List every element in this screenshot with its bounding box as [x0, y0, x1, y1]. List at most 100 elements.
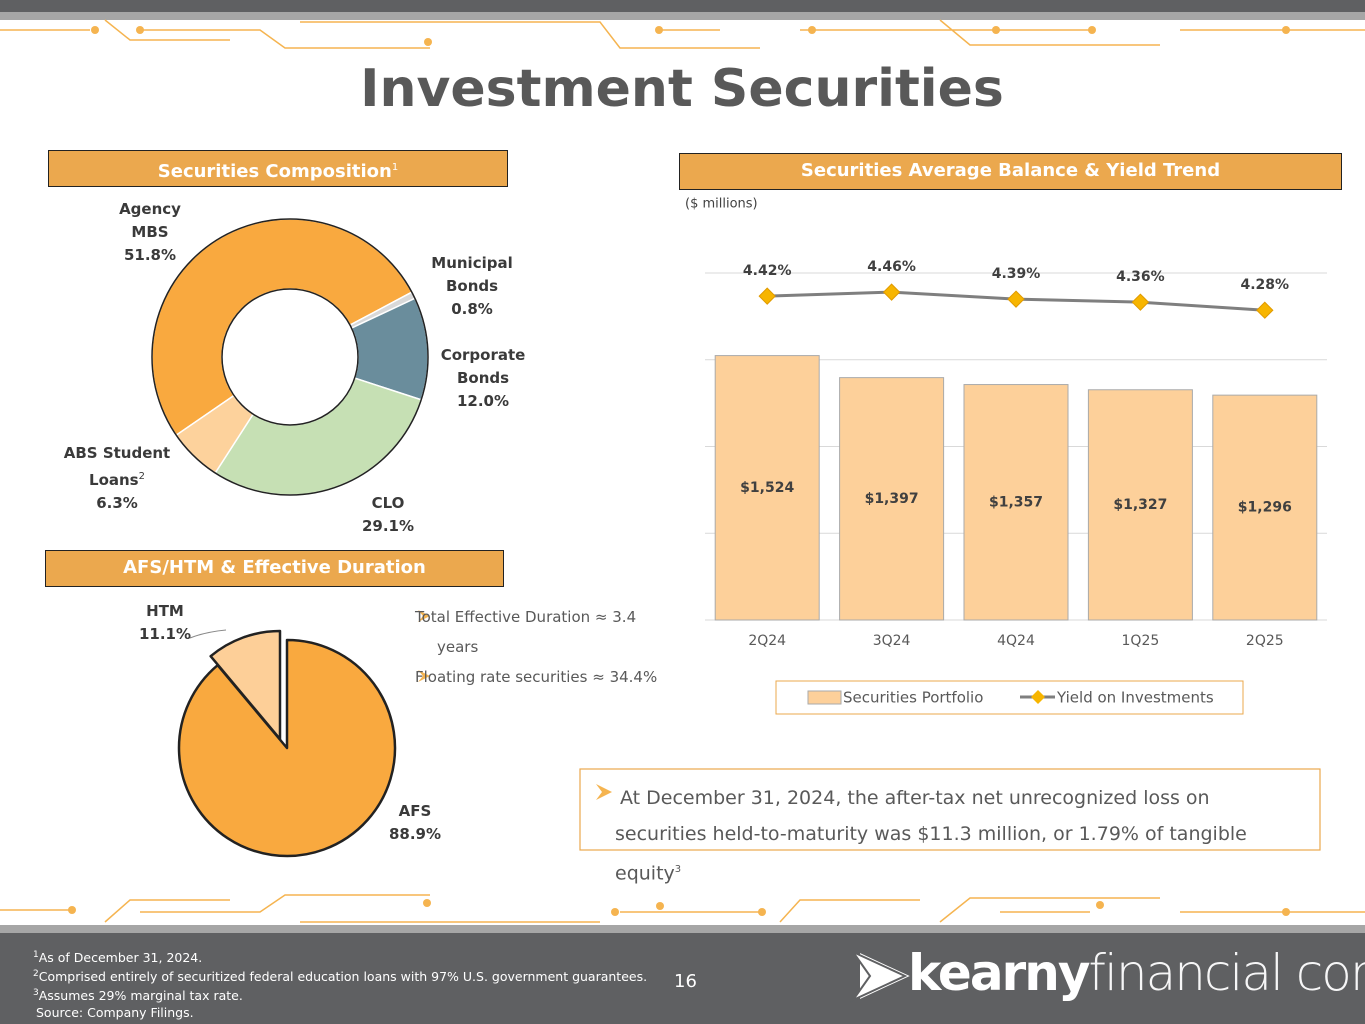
section-title-text: Securities Average Balance & Yield Trend	[800, 160, 1221, 181]
marker	[1256, 301, 1274, 319]
category: AFS	[375, 800, 455, 823]
slice-label: AFS 88.9%	[375, 800, 455, 846]
circuit-bottom	[0, 894, 1365, 923]
category-note: 2	[138, 471, 145, 482]
bar	[1212, 394, 1318, 621]
section-title: Securities Average Balance & Yield Trend	[679, 153, 1342, 190]
value-label: $1,397	[865, 491, 919, 507]
footnote-note: 1	[33, 950, 39, 960]
value-label: $1,327	[1113, 497, 1167, 513]
legend-box	[775, 680, 1244, 715]
callout: At December 31, 2024, the after-tax net …	[615, 780, 1305, 891]
value-label: 51.8%	[123, 246, 177, 264]
bullet-arrow	[418, 670, 430, 682]
section-title: Securities Composition1	[48, 150, 508, 187]
value-label: 4.42%	[743, 263, 792, 279]
marker	[1007, 290, 1025, 308]
category: Corporate Bonds	[433, 344, 533, 390]
top-band-light	[0, 12, 1365, 20]
value-label: 6.3%	[96, 494, 138, 512]
footnote-text: As of December 31, 2024.	[38, 950, 203, 966]
category-name: HTM	[146, 602, 184, 620]
footnote: 2Comprised entirely of securitized feder…	[33, 966, 673, 985]
leader-line	[189, 629, 227, 639]
bullet: Total Effective Duration ≈ 3.4 years	[415, 608, 637, 656]
callout-box	[579, 768, 1321, 851]
category: Municipal Bonds	[422, 252, 522, 298]
category: Agency MBS	[110, 198, 190, 244]
callout-note: 3	[674, 864, 682, 875]
value-label: 88.9%	[388, 825, 442, 843]
donut-outline	[151, 218, 429, 496]
category-name: Agency MBS	[119, 200, 181, 241]
value-label: 4.28%	[1241, 277, 1290, 293]
bullet-arrow	[418, 610, 430, 622]
footnote-note: 2	[33, 969, 39, 980]
bar	[1087, 389, 1193, 621]
x-tick-label: 4Q24	[997, 633, 1035, 649]
bottom-band-light	[0, 925, 1365, 933]
logo-mark	[850, 949, 915, 1003]
donut-hole	[221, 288, 359, 426]
value-label: 11.1%	[138, 625, 192, 643]
category-name: ABS Student Loans	[63, 444, 171, 489]
callout-text: At December 31, 2024, the after-tax net …	[615, 787, 1247, 885]
subtitle: ($ millions)	[685, 197, 758, 212]
circuit-top	[0, 19, 1365, 49]
legend-label: Securities Portfolio	[843, 689, 983, 707]
category-name: Municipal Bonds	[431, 254, 513, 295]
slide-title: Investment Securities	[360, 59, 1004, 119]
value-label: 4.36%	[1116, 269, 1165, 285]
value-label: 29.1%	[361, 517, 415, 535]
title-note: 1	[391, 162, 399, 173]
value-label: $1,296	[1238, 500, 1292, 516]
slice-label: ABS Student Loans2 6.3%	[57, 442, 177, 515]
footnote: 3Assumes 29% marginal tax rate.	[33, 985, 673, 1004]
footnotes: 1As of December 31, 2024. 2Comprised enti…	[33, 947, 673, 1021]
bar	[839, 377, 945, 621]
category-name: Corporate Bonds	[440, 346, 526, 387]
section-title: AFS/HTM & Effective Duration	[45, 550, 504, 587]
bar	[963, 384, 1069, 621]
value-label: 0.8%	[451, 300, 493, 318]
footnote: Source: Company Filings.	[33, 1004, 673, 1021]
footnote-text: Assumes 29% marginal tax rate.	[38, 988, 243, 1004]
category: CLO	[348, 492, 428, 515]
x-tick-label: 1Q25	[1122, 633, 1160, 649]
value-label: $1,357	[989, 494, 1043, 510]
top-band	[0, 0, 1365, 12]
circuit-dots-bottom	[68, 899, 1290, 916]
footnote-text: Source: Company Filings.	[36, 1005, 194, 1021]
logo-bold: kearny	[908, 944, 1090, 1002]
footnote: 1As of December 31, 2024.	[33, 947, 673, 966]
circuit-dots-top	[91, 26, 1290, 46]
footer-band	[0, 933, 1365, 1024]
logo-light: financial corp.	[1088, 944, 1365, 1002]
footnote-text: Comprised entirely of securitized federa…	[38, 969, 648, 985]
pie-slice	[177, 638, 397, 858]
bar	[714, 355, 820, 621]
legend-swatch	[807, 690, 842, 705]
value-label: 12.0%	[456, 392, 510, 410]
legend-marker	[1031, 690, 1045, 704]
pie-slice	[209, 629, 282, 741]
callout-arrow	[596, 784, 612, 800]
section-title-text: AFS/HTM & Effective Duration	[123, 557, 426, 578]
value-label: 4.46%	[867, 259, 916, 275]
x-tick-label: 3Q24	[873, 633, 911, 649]
category: ABS Student Loans2	[57, 442, 177, 492]
value-label: $1,524	[740, 480, 794, 496]
slice-label: HTM 11.1%	[125, 600, 205, 646]
footnote-note: 3	[33, 988, 39, 999]
section-title-text: Securities Composition	[157, 161, 392, 182]
x-tick-label: 2Q25	[1246, 633, 1284, 649]
slice-label: Municipal Bonds 0.8%	[422, 252, 522, 321]
value-label: 4.39%	[992, 266, 1041, 282]
bullet: Floating rate securities ≈ 34.4%	[415, 668, 658, 686]
slice-label: CLO 29.1%	[348, 492, 428, 538]
page-number: 16	[674, 971, 697, 992]
logo: kearnyfinancial corp.	[908, 944, 1365, 1002]
marker	[1131, 293, 1150, 311]
